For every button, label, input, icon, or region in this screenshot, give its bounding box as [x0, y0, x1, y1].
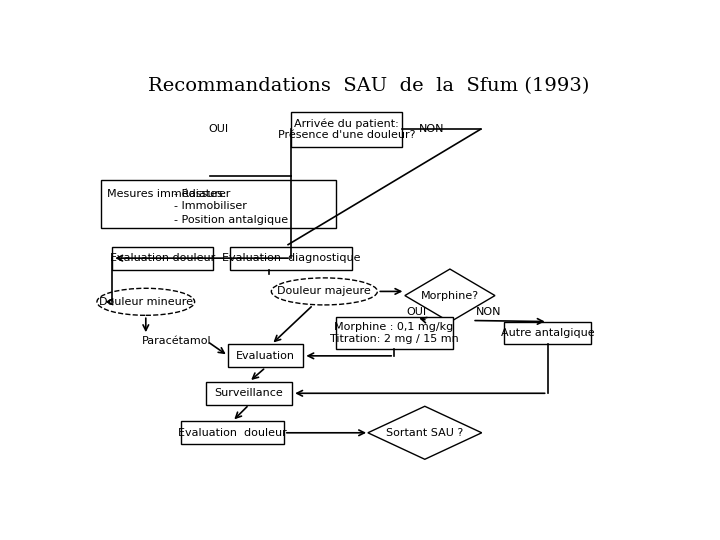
- FancyBboxPatch shape: [206, 382, 292, 404]
- Text: Arrivée du patient:
Présence d'une douleur?: Arrivée du patient: Présence d'une doule…: [278, 118, 415, 140]
- Text: Recommandations  SAU  de  la  Sfum (1993): Recommandations SAU de la Sfum (1993): [148, 77, 590, 95]
- Text: - Position antalgique: - Position antalgique: [174, 215, 288, 225]
- FancyBboxPatch shape: [101, 180, 336, 228]
- Polygon shape: [405, 269, 495, 322]
- Ellipse shape: [97, 288, 194, 315]
- FancyBboxPatch shape: [336, 318, 453, 349]
- Polygon shape: [368, 406, 482, 460]
- Text: OUI: OUI: [406, 307, 426, 317]
- Text: Mesures immédiates:: Mesures immédiates:: [107, 188, 226, 199]
- FancyBboxPatch shape: [291, 112, 402, 147]
- Text: Evaluation: Evaluation: [236, 351, 295, 361]
- Ellipse shape: [271, 278, 377, 305]
- FancyBboxPatch shape: [228, 345, 303, 367]
- FancyBboxPatch shape: [504, 321, 591, 345]
- Text: Surveillance: Surveillance: [215, 388, 284, 399]
- FancyBboxPatch shape: [112, 247, 213, 269]
- Text: - Rassurer: - Rassurer: [174, 188, 230, 199]
- Text: Evaluation  douleur: Evaluation douleur: [178, 428, 287, 438]
- Text: OUI: OUI: [208, 124, 228, 134]
- FancyBboxPatch shape: [181, 421, 284, 444]
- Text: Evaluation douleur: Evaluation douleur: [110, 253, 215, 263]
- Text: Morphine : 0,1 mg/kg
Titration: 2 mg / 15 mn: Morphine : 0,1 mg/kg Titration: 2 mg / 1…: [330, 322, 459, 344]
- FancyBboxPatch shape: [230, 247, 352, 269]
- Text: Autre antalgique: Autre antalgique: [500, 328, 595, 338]
- Text: Evaluation  diagnostique: Evaluation diagnostique: [222, 253, 360, 263]
- Text: NON: NON: [419, 124, 444, 134]
- Text: Morphine?: Morphine?: [421, 291, 479, 301]
- Text: Paracétamol: Paracétamol: [142, 336, 211, 346]
- Text: - Immobiliser: - Immobiliser: [174, 201, 246, 211]
- Text: Sortant SAU ?: Sortant SAU ?: [386, 428, 464, 438]
- Text: Douleur mineure: Douleur mineure: [99, 297, 193, 307]
- Text: Douleur majeure: Douleur majeure: [277, 286, 372, 296]
- Text: NON: NON: [476, 307, 502, 317]
